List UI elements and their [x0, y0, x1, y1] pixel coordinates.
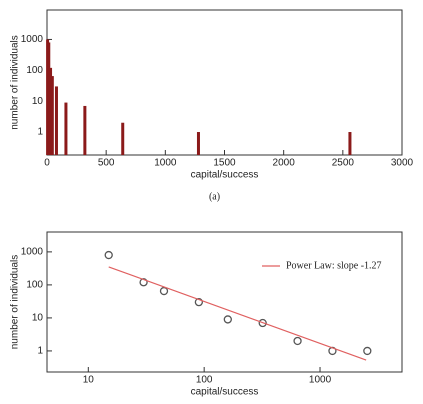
x-tick-label: 1000	[309, 375, 332, 386]
data-point	[258, 318, 267, 328]
data-point	[293, 336, 302, 346]
x-axis-title: capital/success	[191, 170, 259, 181]
data-point	[223, 315, 232, 324]
x-tick-label: 1000	[154, 158, 177, 169]
x-axis-title: capital/success	[191, 387, 259, 398]
data-point	[159, 286, 169, 296]
fit-line	[108, 266, 367, 361]
x-tick-label: 1500	[213, 158, 236, 169]
plot-frame	[46, 231, 403, 373]
y-tick-label: 100	[26, 280, 43, 291]
y-tick-label: 1	[37, 346, 43, 357]
bar	[49, 67, 53, 155]
y-tick-label: 1000	[21, 247, 44, 258]
bar	[54, 86, 58, 155]
x-tick-label: 500	[98, 158, 115, 169]
y-tick-label: 1	[37, 127, 43, 138]
bar	[50, 76, 54, 155]
x-tick-label: 3000	[391, 158, 414, 169]
bar	[47, 42, 51, 156]
y-axis-title: number of individuals	[10, 35, 21, 130]
x-tick-label: 0	[44, 158, 50, 169]
bar	[196, 132, 200, 155]
y-tick-label: 10	[32, 313, 44, 324]
y-tick-label: 100	[26, 65, 43, 76]
caption: (a)	[209, 191, 220, 202]
data-point	[194, 298, 204, 307]
y-axis-title: number of individuals	[10, 255, 21, 350]
x-tick-label: 2500	[332, 158, 355, 169]
y-tick-label: 1000	[21, 34, 44, 45]
data-point	[139, 278, 148, 287]
bar	[121, 122, 125, 155]
x-tick-label: 100	[196, 375, 213, 386]
bar	[348, 132, 352, 155]
data-point	[363, 346, 372, 356]
y-tick-label: 10	[32, 96, 44, 107]
bar	[64, 102, 68, 155]
bar	[83, 105, 87, 155]
x-tick-label: 10	[83, 375, 95, 386]
x-tick-label: 2000	[273, 158, 296, 169]
data-point	[104, 250, 113, 260]
legend-label: Power Law: slope -1.27	[286, 260, 382, 271]
